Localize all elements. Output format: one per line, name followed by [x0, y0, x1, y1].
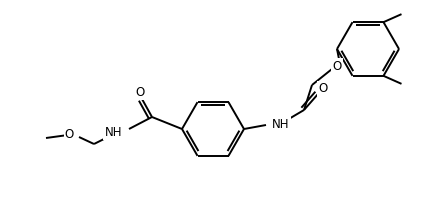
Text: O: O — [332, 60, 342, 72]
Text: O: O — [332, 60, 342, 72]
Text: O: O — [65, 127, 74, 141]
Text: O: O — [65, 127, 74, 141]
Text: NH: NH — [272, 118, 289, 131]
Text: NH: NH — [104, 125, 122, 138]
Text: O: O — [136, 85, 145, 99]
Text: O: O — [318, 83, 328, 95]
Text: O: O — [136, 85, 145, 99]
Text: NH: NH — [272, 118, 289, 131]
Text: O: O — [318, 83, 328, 95]
Text: NH: NH — [104, 125, 122, 138]
